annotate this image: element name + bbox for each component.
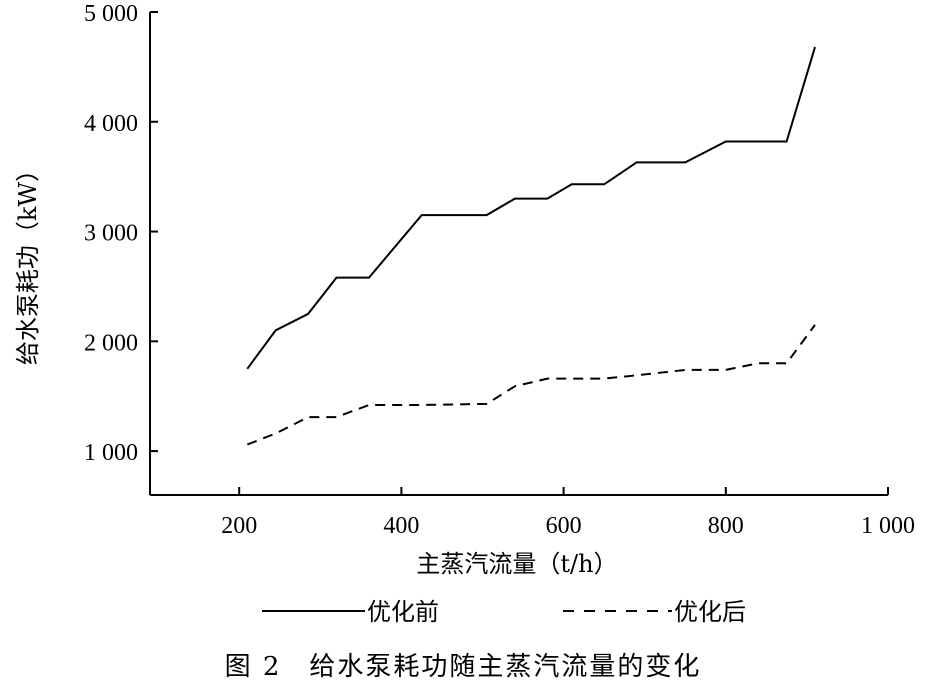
legend: 优化前 优化后: [262, 598, 746, 626]
y-tick-label: 5 000: [84, 1, 138, 27]
x-tick-label: 1 000: [861, 513, 915, 539]
series-line-after: [246, 324, 816, 446]
y-ticks: 1 000 2 000 3 000 4 000 5 000: [84, 1, 158, 466]
y-tick-label: 1 000: [84, 440, 138, 466]
legend-label-before: 优化前: [367, 598, 439, 626]
series-group: [246, 46, 816, 446]
y-axis-label: 给水泵耗功（kW）: [14, 158, 42, 365]
legend-label-after: 优化后: [674, 598, 746, 626]
x-tick-label: 600: [546, 513, 582, 539]
y-tick-label: 3 000: [84, 221, 138, 247]
x-tick-label: 200: [221, 513, 257, 539]
axes: [149, 12, 888, 496]
x-ticks: 200 400 600 800 1 000: [221, 487, 915, 539]
x-tick-label: 800: [708, 513, 744, 539]
figure-caption: 图 2 给水泵耗功随主蒸汽流量的变化: [225, 652, 702, 682]
x-axis-label: 主蒸汽流量（t/h）: [416, 550, 617, 578]
x-tick-label: 400: [383, 513, 419, 539]
y-tick-label: 4 000: [84, 111, 138, 137]
series-line-before: [246, 46, 816, 370]
y-tick-label: 2 000: [84, 330, 138, 356]
